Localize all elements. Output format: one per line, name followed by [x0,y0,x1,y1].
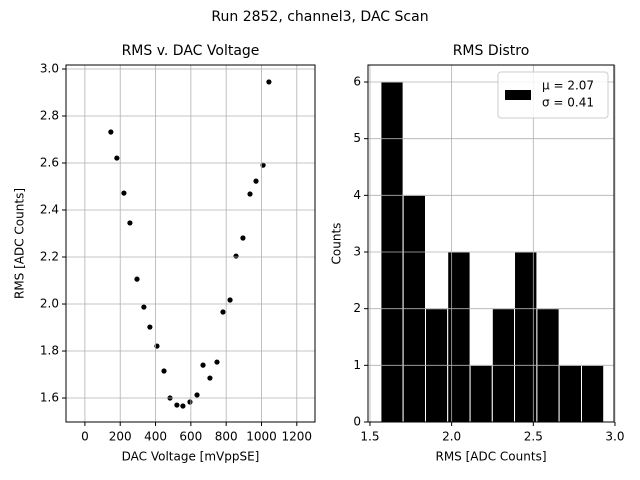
x-axis-label: RMS [ADC Counts] [435,450,546,464]
point [180,403,186,409]
y-tick-label: 2 [353,301,361,315]
point [174,402,180,408]
y-tick-label: 1.8 [40,344,59,358]
x-tick-label: 0 [81,430,89,444]
point [227,297,233,303]
point [134,276,140,282]
y-tick-label: 4 [353,188,361,202]
x-tick-label: 1200 [282,430,313,444]
y-tick-label: 2.4 [40,203,59,217]
x-tick-label: 200 [109,430,132,444]
y-tick-label: 6 [353,75,361,89]
y-tick-label: 2.2 [40,250,59,264]
point [187,399,193,405]
x-axis-label: DAC Voltage [mVppSE] [122,450,260,464]
x-tick-label: 2.0 [442,430,461,444]
point [253,178,259,184]
y-tick-label: 1 [353,358,361,372]
point [114,155,120,161]
point [121,190,127,196]
point [233,253,239,259]
legend-box [497,71,609,119]
y-tick-label: 2.0 [40,297,59,311]
bar [580,364,605,423]
point [147,324,153,330]
x-tick-label: 400 [144,430,167,444]
point [220,309,226,315]
bar [558,364,582,423]
y-tick-label: 3.0 [40,61,59,75]
point [207,375,213,381]
point [266,79,272,85]
point [200,362,206,368]
x-tick-label: 1000 [246,430,277,444]
y-axis-label: Counts [330,223,344,265]
y-tick-label: 2.8 [40,109,59,123]
point [141,304,147,310]
legend-label: μ = 2.07 [542,79,594,93]
y-tick-label: 5 [353,131,361,145]
point [240,235,246,241]
bar [469,364,493,423]
point [214,359,220,365]
point [194,392,200,398]
x-tick-label: 2.5 [524,430,543,444]
y-tick-label: 1.6 [40,391,59,405]
x-tick-label: 600 [179,430,202,444]
y-axis-label: RMS [ADC Counts] [13,188,27,299]
point [127,220,133,226]
y-tick-label: 3 [353,245,361,259]
axes: RMS v. DAC Voltage DAC Voltage [mVppSE] RM… [13,43,316,464]
axes: RMS Distro RMS [ADC Counts] Counts 1.5 2.0 2.… [330,43,625,464]
bar [447,251,471,423]
x-tick-label: 3.0 [605,430,624,444]
x-tick-label: 1.5 [360,430,379,444]
point [154,343,160,349]
axes-title: RMS Distro [453,43,530,59]
y-tick-label: 2.6 [40,156,59,170]
point [161,368,167,374]
figure-title: Run 2852, channel3, DAC Scan [211,9,428,25]
legend-label: σ = 0.41 [542,96,594,110]
point [108,129,114,135]
axes-title: RMS v. DAC Voltage [122,43,260,59]
plot-frame [65,64,316,423]
plot-frame [367,64,615,423]
legend-swatch [505,90,531,100]
y-tick-label: 0 [353,415,361,429]
x-tick-label: 800 [215,430,238,444]
point [247,191,253,197]
